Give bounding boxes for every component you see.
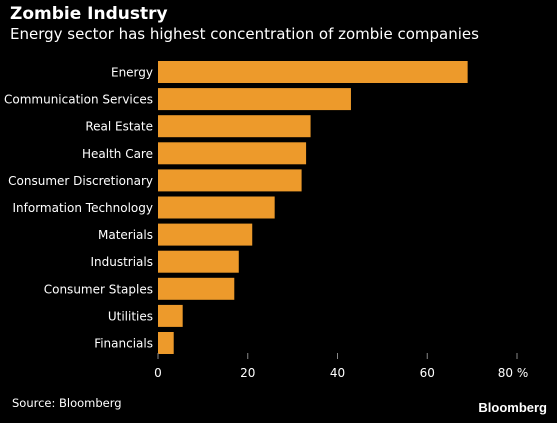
bar bbox=[158, 169, 302, 192]
bar bbox=[158, 115, 311, 138]
bar bbox=[158, 223, 253, 246]
category-label: Financials bbox=[94, 337, 153, 351]
category-label: Consumer Discretionary bbox=[8, 174, 153, 188]
bar-chart: Energy Communication Services Real Estate H… bbox=[4, 61, 529, 380]
bar bbox=[158, 304, 183, 327]
category-label: Energy bbox=[111, 66, 153, 80]
bar bbox=[158, 61, 468, 83]
bar bbox=[158, 277, 235, 300]
chart-title: Zombie Industry bbox=[10, 4, 168, 24]
category-label: Information Technology bbox=[13, 201, 154, 215]
x-tick-label: 0 bbox=[154, 366, 162, 380]
category-label: Communication Services bbox=[4, 93, 153, 107]
bar bbox=[158, 332, 174, 354]
x-tick-label: 60 bbox=[420, 366, 435, 380]
category-label: Health Care bbox=[82, 147, 153, 161]
bar bbox=[158, 250, 239, 273]
category-label: Real Estate bbox=[85, 120, 153, 134]
category-label: Consumer Staples bbox=[44, 282, 153, 296]
chart-subtitle: Energy sector has highest concentration … bbox=[10, 25, 479, 43]
source-note: Source: Bloomberg bbox=[12, 396, 122, 410]
x-tick-label: 20 bbox=[240, 366, 255, 380]
bloomberg-logo: Bloomberg bbox=[478, 400, 547, 415]
category-label: Industrials bbox=[90, 255, 153, 269]
x-tick-label: 80 % bbox=[498, 366, 529, 380]
bar bbox=[158, 142, 307, 165]
bar bbox=[158, 196, 275, 219]
bar bbox=[158, 88, 351, 111]
category-label: Utilities bbox=[108, 309, 153, 323]
category-label: Materials bbox=[98, 228, 153, 242]
x-tick-label: 40 bbox=[330, 366, 345, 380]
